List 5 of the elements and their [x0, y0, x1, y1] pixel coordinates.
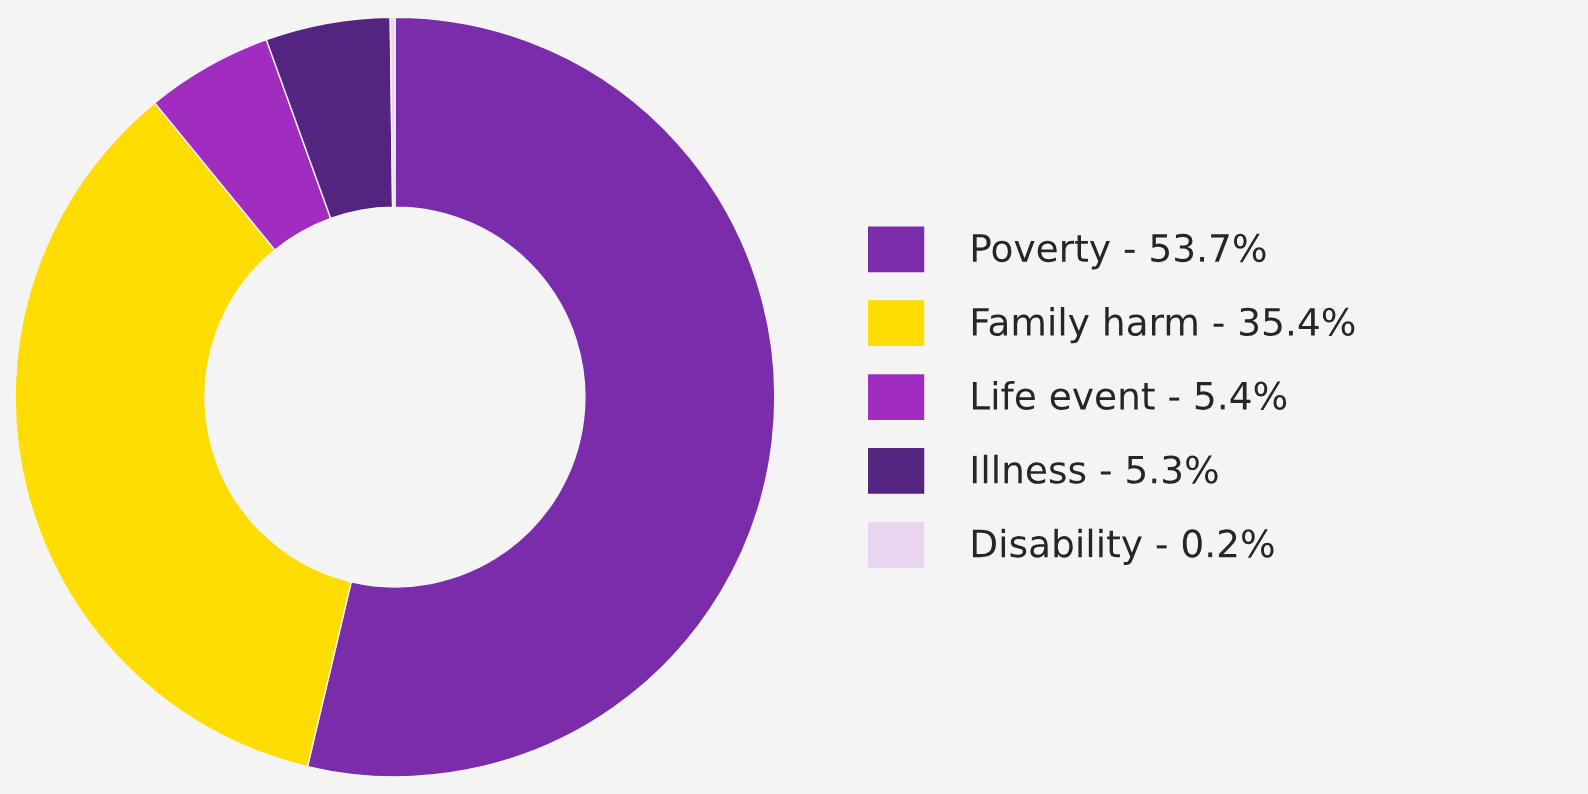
legend-label: Poverty - 53.7% [972, 233, 1266, 270]
legend-label: Family harm - 35.4% [972, 307, 1355, 344]
legend-label: Life event - 5.4% [972, 380, 1287, 410]
legend-label: Illness - 5.3% [972, 454, 1218, 484]
legend-label: Disability - 0.2% [972, 528, 1274, 565]
